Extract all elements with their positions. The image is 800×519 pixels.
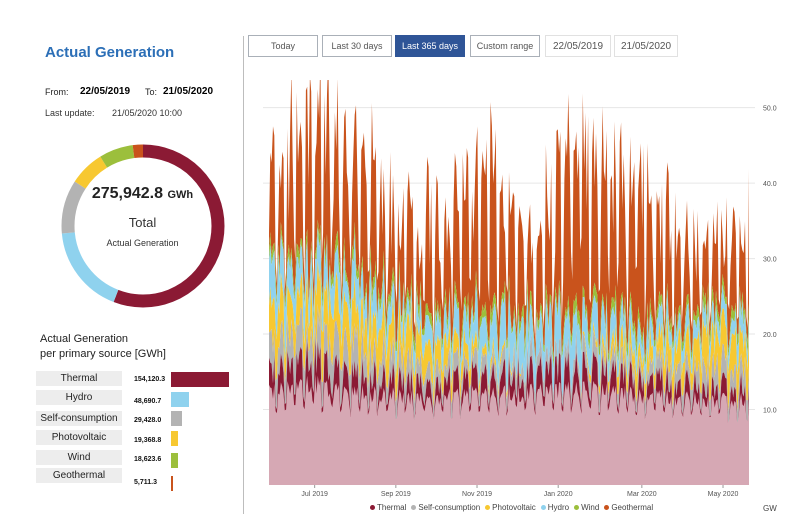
donut-total: 275,942.8 GWh — [80, 185, 205, 203]
series-thermal-base — [269, 374, 749, 485]
series-photovoltaic — [269, 259, 749, 413]
legend-dot-icon — [574, 505, 580, 510]
to-label: To: — [145, 87, 158, 97]
legend-label: Geothermal — [611, 503, 654, 512]
donut-slice-self-consumption — [61, 144, 225, 308]
source-value-geothermal: 5,711.3 — [134, 479, 157, 486]
generation-donut-chart — [61, 144, 225, 308]
legend-dot-icon — [370, 505, 375, 510]
legend-label: Photovoltaic — [492, 503, 536, 512]
source-value-wind: 18,623.6 — [134, 456, 162, 463]
donut-total-value: 275,942.8 — [91, 185, 164, 202]
custom-range-button[interactable]: Custom range — [470, 35, 540, 57]
source-name-photovoltaic: Photovoltaic — [36, 430, 122, 445]
donut-label-total: Total — [128, 215, 157, 230]
source-bar-thermal — [171, 372, 229, 387]
donut-total-unit: GWh — [167, 189, 194, 201]
legend-dot-icon — [540, 505, 546, 510]
last-365-days-button[interactable]: Last 365 days — [395, 35, 465, 57]
source-value-thermal: 154,120.3 — [134, 376, 166, 383]
series-geothermal — [269, 80, 749, 364]
legend-label: Wind — [581, 503, 600, 512]
x-tick-label: Sep 2019 — [381, 491, 411, 498]
source-bar-geothermal — [171, 476, 174, 491]
donut-slice-geothermal — [61, 144, 225, 308]
y-tick-label: 10.0 — [763, 408, 777, 415]
legend-item-photovoltaic[interactable]: Photovoltaic — [485, 503, 536, 512]
y-tick-label: 50.0 — [763, 106, 777, 113]
source-name-thermal: Thermal — [36, 371, 122, 386]
x-tick-label: May 2020 — [708, 491, 739, 498]
x-tick-label: Jan 2020 — [544, 491, 573, 498]
legend-item-thermal[interactable]: Thermal — [370, 503, 406, 512]
legend-dot-icon — [411, 505, 417, 510]
y-tick-label: 20.0 — [763, 332, 777, 339]
page-title: Actual Generation — [45, 44, 175, 61]
source-name-hydro: Hydro — [36, 390, 122, 405]
today-button[interactable]: Today — [248, 35, 318, 57]
from-date: 22/05/2019 — [80, 86, 131, 97]
legend-dot-icon — [604, 505, 610, 510]
source-name-geothermal: Geothermal — [36, 468, 122, 483]
chart-legend: Thermal Self-consumption Photovoltaic Hydro… — [370, 503, 653, 512]
unit-label: GW — [763, 504, 777, 513]
source-bar-self-consumption — [171, 411, 183, 426]
legend-item-self-consumption[interactable]: Self-consumption — [411, 503, 480, 512]
generation-area-chart: 10.0 20.0 30.0 40.0 50.0 Jul 2019 Sep 2019 Nov … — [263, 80, 777, 498]
source-value-photovoltaic: 19,368.8 — [134, 437, 162, 444]
vertical-divider — [243, 36, 244, 514]
legend-item-wind[interactable]: Wind — [574, 503, 599, 512]
source-bar-photovoltaic — [171, 431, 179, 446]
x-tick-label: Nov 2019 — [462, 491, 492, 498]
last-update-value: 21/05/2020 10:00 — [112, 108, 183, 118]
y-tick-label: 40.0 — [763, 181, 777, 188]
to-date: 21/05/2020 — [163, 86, 214, 97]
sources-title: Actual Generation per primary source [GW… — [40, 332, 220, 362]
donut-label-sub: Actual Generation — [106, 238, 179, 248]
legend-dot-icon — [485, 505, 491, 510]
legend-item-geothermal[interactable]: Geothermal — [604, 503, 653, 512]
legend-label: Hydro — [547, 503, 570, 512]
from-label: From: — [45, 87, 69, 97]
date-to-field[interactable]: 21/05/2020 — [614, 35, 678, 57]
legend-label: Thermal — [377, 503, 407, 512]
series-self-consumption — [269, 303, 749, 427]
source-bar-wind — [171, 453, 178, 468]
x-tick-label: Jul 2019 — [301, 491, 328, 498]
last-30-days-button[interactable]: Last 30 days — [322, 35, 392, 57]
series-wind — [269, 219, 749, 372]
series-hydro — [269, 227, 749, 398]
source-value-self-consumption: 29,428.0 — [134, 417, 162, 424]
sources-title-line2: per primary source [GWh] — [40, 348, 166, 360]
date-from-field[interactable]: 22/05/2019 — [545, 35, 611, 57]
source-value-hydro: 48,690.7 — [134, 398, 162, 405]
sources-title-line1: Actual Generation — [40, 333, 129, 345]
y-tick-label: 30.0 — [763, 257, 777, 264]
last-update-label: Last update: — [45, 108, 95, 118]
x-tick-label: Mar 2020 — [627, 491, 657, 498]
source-bar-hydro — [171, 392, 190, 407]
legend-label: Self-consumption — [418, 503, 481, 512]
source-name-wind: Wind — [36, 450, 122, 465]
legend-item-hydro[interactable]: Hydro — [540, 503, 570, 512]
source-name-self-consumption: Self-consumption — [36, 411, 122, 426]
